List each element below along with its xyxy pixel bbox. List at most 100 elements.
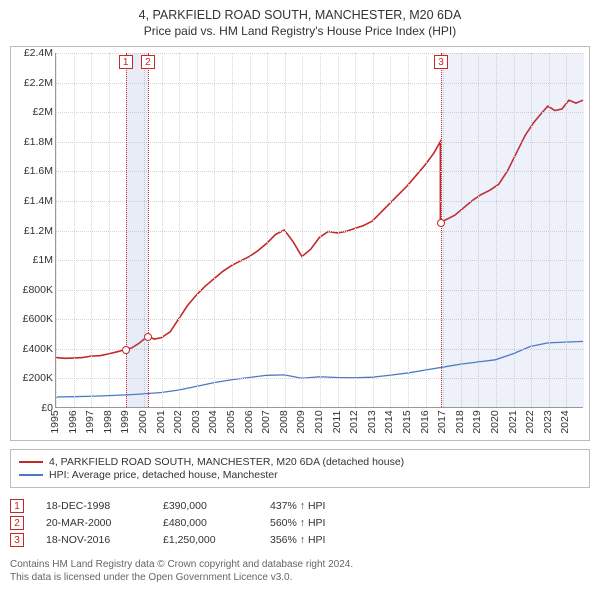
x-axis-label: 2003 xyxy=(190,410,202,433)
y-axis-label: £200K xyxy=(13,372,53,384)
gridline-v xyxy=(74,53,75,407)
plot-region: 123 xyxy=(55,53,583,408)
x-axis-label: 2001 xyxy=(155,410,167,433)
gridline-v xyxy=(162,53,163,407)
sale-row: 3 18-NOV-2016 £1,250,000 356% ↑ HPI xyxy=(10,533,590,547)
x-axis-label: 2005 xyxy=(225,410,237,433)
gridline-v xyxy=(302,53,303,407)
x-axis-label: 2022 xyxy=(524,410,536,433)
gridline-v xyxy=(179,53,180,407)
sale-pct: 356% ↑ HPI xyxy=(270,534,325,546)
gridline-v xyxy=(267,53,268,407)
marker-dot xyxy=(437,219,445,227)
marker-label: 1 xyxy=(119,55,133,69)
x-axis-label: 2000 xyxy=(137,410,149,433)
legend-swatch xyxy=(19,474,43,476)
y-axis-label: £600K xyxy=(13,313,53,325)
x-axis-label: 2020 xyxy=(489,410,501,433)
attribution-footer: Contains HM Land Registry data © Crown c… xyxy=(10,558,590,584)
legend-label: HPI: Average price, detached house, Manc… xyxy=(49,469,278,481)
chart-subtitle: Price paid vs. HM Land Registry's House … xyxy=(10,24,590,38)
gridline-v xyxy=(109,53,110,407)
x-axis-label: 2009 xyxy=(295,410,307,433)
gridline-v xyxy=(232,53,233,407)
highlight-band xyxy=(126,53,148,407)
gridline-v xyxy=(426,53,427,407)
x-axis-label: 1997 xyxy=(84,410,96,433)
x-axis-label: 2010 xyxy=(313,410,325,433)
x-axis-label: 2002 xyxy=(172,410,184,433)
x-axis-label: 2019 xyxy=(471,410,483,433)
sale-marker: 1 xyxy=(10,499,24,513)
sale-row: 2 20-MAR-2000 £480,000 560% ↑ HPI xyxy=(10,516,590,530)
y-axis-label: £2M xyxy=(13,106,53,118)
x-axis-label: 2021 xyxy=(507,410,519,433)
x-axis-label: 2013 xyxy=(366,410,378,433)
y-axis-label: £400K xyxy=(13,343,53,355)
sale-date: 18-DEC-1998 xyxy=(46,500,141,512)
legend-row: HPI: Average price, detached house, Manc… xyxy=(19,469,581,481)
sale-pct: 437% ↑ HPI xyxy=(270,500,325,512)
gridline-v xyxy=(197,53,198,407)
legend-label: 4, PARKFIELD ROAD SOUTH, MANCHESTER, M20… xyxy=(49,456,404,468)
x-axis-label: 2007 xyxy=(260,410,272,433)
sale-price: £1,250,000 xyxy=(163,534,248,546)
gridline-v xyxy=(91,53,92,407)
marker-label: 2 xyxy=(141,55,155,69)
y-axis-label: £1.6M xyxy=(13,165,53,177)
sale-date: 20-MAR-2000 xyxy=(46,517,141,529)
gridline-v xyxy=(408,53,409,407)
marker-dot xyxy=(144,333,152,341)
legend-swatch xyxy=(19,461,43,463)
x-axis-label: 1996 xyxy=(67,410,79,433)
x-axis-label: 2006 xyxy=(243,410,255,433)
marker-line xyxy=(148,53,149,407)
y-axis-label: £0 xyxy=(13,402,53,414)
marker-line xyxy=(441,53,442,407)
y-axis-label: £800K xyxy=(13,284,53,296)
sale-marker: 2 xyxy=(10,516,24,530)
legend-row: 4, PARKFIELD ROAD SOUTH, MANCHESTER, M20… xyxy=(19,456,581,468)
y-axis-label: £1.8M xyxy=(13,136,53,148)
gridline-v xyxy=(250,53,251,407)
highlight-band xyxy=(441,53,584,407)
gridline-v xyxy=(214,53,215,407)
sale-pct: 560% ↑ HPI xyxy=(270,517,325,529)
sale-marker: 3 xyxy=(10,533,24,547)
sale-price: £480,000 xyxy=(163,517,248,529)
sale-price: £390,000 xyxy=(163,500,248,512)
x-axis-label: 1995 xyxy=(49,410,61,433)
sale-date: 18-NOV-2016 xyxy=(46,534,141,546)
y-axis-label: £1M xyxy=(13,254,53,266)
gridline-v xyxy=(320,53,321,407)
sales-table: 1 18-DEC-1998 £390,000 437% ↑ HPI 2 20-MAR-20… xyxy=(10,496,590,550)
x-axis-label: 2012 xyxy=(348,410,360,433)
chart-title: 4, PARKFIELD ROAD SOUTH, MANCHESTER, M20… xyxy=(10,8,590,22)
x-axis-label: 1998 xyxy=(102,410,114,433)
x-axis-label: 2016 xyxy=(419,410,431,433)
x-axis-label: 2017 xyxy=(436,410,448,433)
y-axis-label: £1.2M xyxy=(13,225,53,237)
y-axis-label: £2.2M xyxy=(13,77,53,89)
x-axis-label: 2015 xyxy=(401,410,413,433)
x-axis-label: 2018 xyxy=(454,410,466,433)
gridline-v xyxy=(390,53,391,407)
chart-area: 123 £0 £200K £400K £600K £800K £1M £1.2M £1.4M £… xyxy=(10,46,590,441)
gridline-v xyxy=(338,53,339,407)
y-axis-label: £2.4M xyxy=(13,47,53,59)
marker-dot xyxy=(122,346,130,354)
title-block: 4, PARKFIELD ROAD SOUTH, MANCHESTER, M20… xyxy=(10,8,590,38)
y-axis-label: £1.4M xyxy=(13,195,53,207)
root: 4, PARKFIELD ROAD SOUTH, MANCHESTER, M20… xyxy=(0,0,600,590)
gridline-v xyxy=(56,53,57,407)
legend: 4, PARKFIELD ROAD SOUTH, MANCHESTER, M20… xyxy=(10,449,590,488)
gridline-v xyxy=(285,53,286,407)
footer-line1: Contains HM Land Registry data © Crown c… xyxy=(10,558,590,571)
x-axis-label: 2004 xyxy=(207,410,219,433)
x-axis-label: 2011 xyxy=(331,411,343,434)
gridline-v xyxy=(373,53,374,407)
x-axis-label: 1999 xyxy=(119,410,131,433)
x-axis-label: 2023 xyxy=(542,410,554,433)
x-axis-label: 2008 xyxy=(278,410,290,433)
x-axis-label: 2014 xyxy=(383,410,395,433)
